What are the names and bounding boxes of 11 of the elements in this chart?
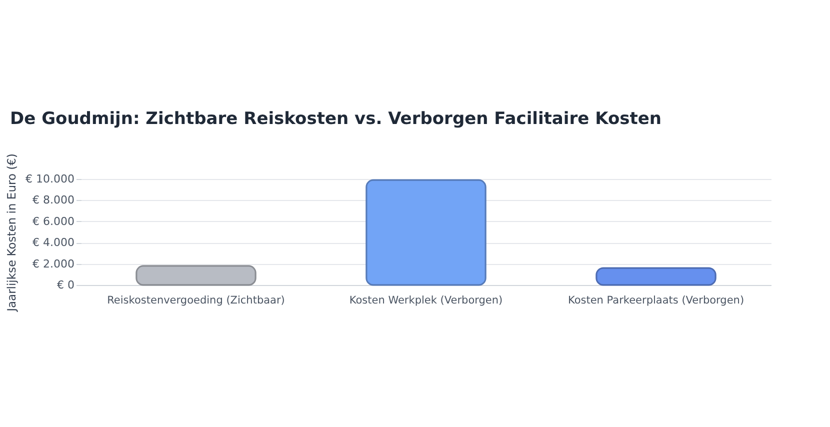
y-tick-label: € 8.000 [32,194,74,207]
y-tick-label: € 10.000 [26,172,74,186]
x-tick-label: Reiskostenvergoeding (Zichtbaar) [107,294,285,306]
y-tick-label: € 2.000 [32,257,74,270]
y-tick-label: € 6.000 [32,214,74,228]
x-tick-label: Kosten Werkplek (Verborgen) [349,294,503,306]
chart-title: De Goudmijn: Zichtbare Reiskosten vs. Verborgen Facilitaire Kosten [10,109,662,130]
y-tick-label: € 4.000 [32,236,74,250]
x-tick-label: Kosten Parkeerplaats (Verborgen) [568,294,744,306]
y-axis-title: Jaarlijkse Kosten in Euro (€) [4,154,19,312]
y-tick-label: € 0 [57,278,74,292]
